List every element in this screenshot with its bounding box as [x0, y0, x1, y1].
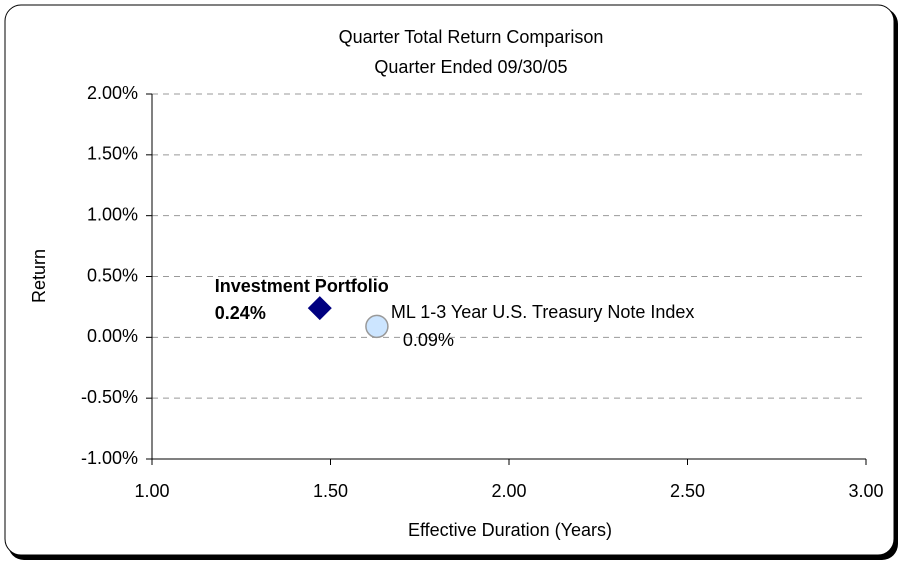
- x-tick-label: 2.00: [491, 481, 526, 501]
- y-tick-label: -0.50%: [81, 387, 138, 407]
- y-axis-label: Return: [29, 249, 49, 303]
- chart-title: Quarter Total Return Comparison: [339, 27, 604, 47]
- y-tick-label: 0.50%: [87, 265, 138, 285]
- y-tick-label: 0.00%: [87, 326, 138, 346]
- series-label: Investment Portfolio: [215, 276, 389, 296]
- frame: [4, 4, 895, 556]
- x-axis-label: Effective Duration (Years): [408, 520, 612, 540]
- point: [365, 314, 389, 339]
- chart-subtitle: Quarter Ended 09/30/05: [374, 57, 567, 77]
- x-tick-label: 3.00: [848, 481, 883, 501]
- x-tick-label: 2.50: [670, 481, 705, 501]
- x-tick-label: 1.00: [134, 481, 169, 501]
- y-tick-label: -1.00%: [81, 448, 138, 468]
- x-tick-label: 1.50: [313, 481, 348, 501]
- series-label: ML 1-3 Year U.S. Treasury Note Index: [391, 302, 695, 322]
- value-label: 0.09%: [403, 330, 454, 350]
- y-tick-label: 1.00%: [87, 204, 138, 224]
- y-tick-label: 2.00%: [87, 83, 138, 103]
- point: [307, 296, 332, 321]
- value-label: 0.24%: [215, 303, 266, 323]
- y-tick-label: 1.50%: [87, 144, 138, 164]
